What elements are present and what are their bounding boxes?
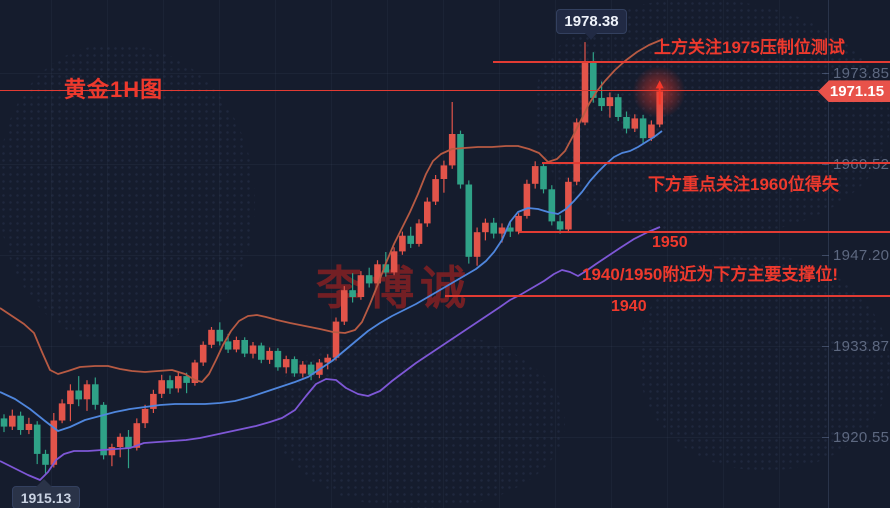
high-price-tooltip: 1978.38 bbox=[556, 9, 627, 34]
support-1950 bbox=[519, 230, 890, 233]
axis-tick bbox=[822, 254, 829, 256]
vertical-gridline bbox=[51, 0, 52, 508]
chart-title: 黄金1H图 bbox=[64, 77, 164, 102]
annotation-support-1960: 下方重点关注1960位得失 bbox=[648, 175, 839, 194]
low-price-tooltip-pointer bbox=[36, 479, 52, 487]
vertical-gridline bbox=[163, 0, 164, 508]
horizontal-gridline bbox=[0, 254, 828, 256]
current-price-line bbox=[0, 90, 890, 92]
vertical-gridline bbox=[499, 0, 500, 508]
vertical-gridline bbox=[667, 0, 668, 508]
horizontal-gridline bbox=[0, 163, 828, 165]
vertical-gridline bbox=[331, 0, 332, 508]
price-axis-separator bbox=[828, 0, 829, 508]
vertical-gridline bbox=[443, 0, 444, 508]
annotation-support-1940-1950: 1940/1950附近为下方主要支撑位! bbox=[582, 265, 839, 284]
axis-tick bbox=[822, 163, 829, 165]
axis-tick-label: 1920.55 bbox=[833, 428, 890, 446]
resistance-1975 bbox=[493, 61, 890, 64]
resistance-1960 bbox=[542, 162, 890, 165]
vertical-gridline bbox=[275, 0, 276, 508]
vertical-gridline bbox=[723, 0, 724, 508]
axis-tick-label: 1973.85 bbox=[833, 65, 890, 82]
vertical-gridline bbox=[779, 0, 780, 508]
axis-tick bbox=[822, 345, 829, 347]
axis-tick bbox=[822, 436, 829, 438]
level-label-1950: 1950 bbox=[652, 234, 688, 251]
support-1940 bbox=[445, 295, 890, 297]
vertical-gridline bbox=[555, 0, 556, 508]
horizontal-gridline bbox=[0, 345, 828, 347]
band-upper bbox=[0, 39, 662, 383]
level-label-1940: 1940 bbox=[611, 298, 647, 315]
band-middle bbox=[0, 130, 663, 432]
high-price-tooltip-pointer bbox=[584, 32, 598, 40]
price-alert-glow bbox=[633, 66, 685, 118]
horizontal-gridline bbox=[0, 73, 828, 74]
axis-tick bbox=[822, 73, 829, 74]
axis-tick-label: 1933.87 bbox=[833, 337, 890, 355]
axis-tick-label: 1947.20 bbox=[833, 246, 890, 264]
annotation-resistance-1975: 上方关注1975压制位测试 bbox=[654, 38, 845, 57]
current-price-tag: 1971.15 bbox=[818, 80, 890, 103]
vertical-gridline bbox=[107, 0, 108, 508]
axis-tick-label: 1960.52 bbox=[833, 155, 890, 173]
vertical-gridline bbox=[219, 0, 220, 508]
band-lower bbox=[0, 226, 661, 481]
vertical-gridline bbox=[387, 0, 388, 508]
low-price-tooltip: 1915.13 bbox=[12, 486, 80, 508]
horizontal-gridline bbox=[0, 436, 828, 438]
